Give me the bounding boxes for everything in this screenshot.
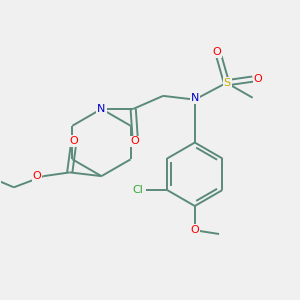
Text: N: N (190, 93, 199, 103)
Text: O: O (69, 136, 78, 146)
Text: O: O (190, 225, 199, 235)
Text: O: O (213, 47, 222, 57)
Text: O: O (131, 136, 140, 146)
Text: S: S (224, 78, 231, 88)
Text: O: O (32, 171, 41, 181)
Text: Cl: Cl (132, 185, 143, 195)
Text: O: O (254, 74, 262, 84)
Text: N: N (97, 104, 106, 114)
